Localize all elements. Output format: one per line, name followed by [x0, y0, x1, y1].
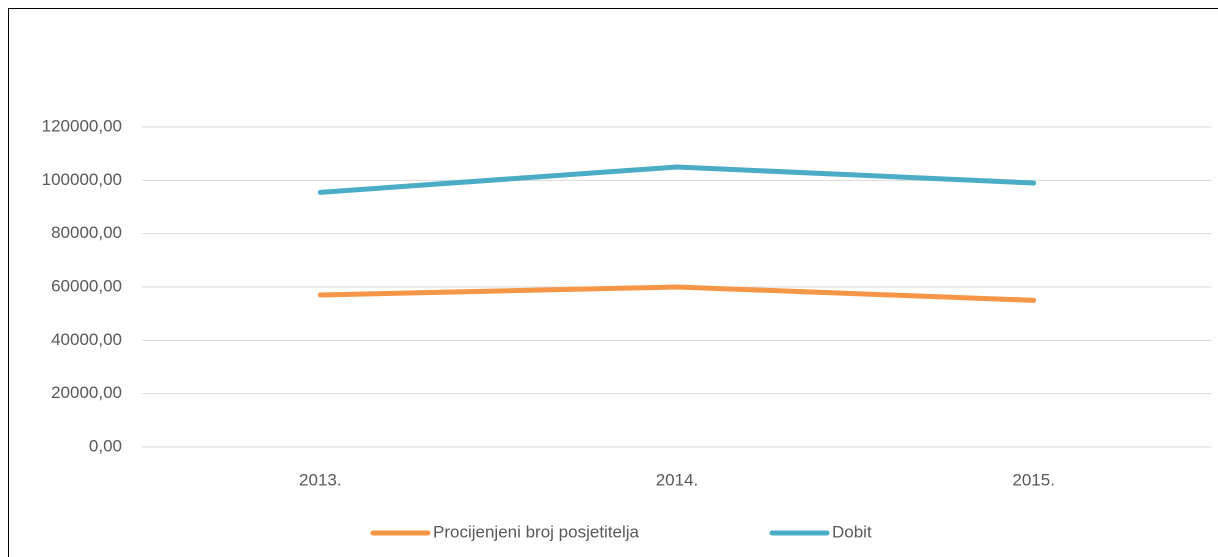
x-tick-label: 2013.	[299, 470, 342, 489]
series-line	[317, 164, 1037, 195]
y-tick-label: 120000,00	[42, 116, 122, 135]
y-tick-label: 20000,00	[51, 383, 122, 402]
y-tick-label: 100000,00	[42, 170, 122, 189]
legend-label: Procijenjeni broj posjetitelja	[433, 522, 640, 541]
y-tick-label: 80000,00	[51, 223, 122, 242]
chart-frame	[8, 8, 1218, 557]
x-tick-label: 2015.	[1012, 470, 1055, 489]
y-tick-label: 40000,00	[51, 330, 122, 349]
legend-label: Dobit	[832, 522, 872, 541]
series-line	[317, 284, 1037, 303]
x-tick-label: 2014.	[656, 470, 699, 489]
y-tick-label: 0,00	[89, 436, 122, 455]
y-tick-label: 60000,00	[51, 276, 122, 295]
